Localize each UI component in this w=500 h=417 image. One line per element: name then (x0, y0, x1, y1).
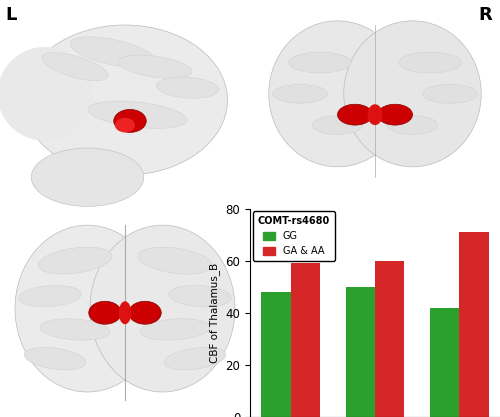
Text: L: L (5, 6, 16, 24)
Ellipse shape (156, 77, 218, 98)
Ellipse shape (289, 52, 351, 73)
Ellipse shape (388, 116, 438, 135)
Text: R: R (479, 6, 492, 24)
Bar (291, 263, 320, 417)
Ellipse shape (24, 347, 86, 370)
Ellipse shape (19, 286, 81, 306)
Ellipse shape (114, 110, 146, 133)
Bar (459, 232, 488, 417)
Ellipse shape (138, 247, 212, 274)
Ellipse shape (89, 301, 121, 324)
Ellipse shape (272, 84, 328, 103)
Legend: GG, GA & AA: GG, GA & AA (253, 211, 335, 261)
Ellipse shape (169, 286, 231, 306)
Ellipse shape (70, 37, 155, 68)
Ellipse shape (42, 53, 108, 81)
Ellipse shape (368, 104, 382, 125)
Ellipse shape (31, 148, 144, 206)
Y-axis label: CBF of Thalamus_B: CBF of Thalamus_B (209, 263, 220, 363)
Ellipse shape (312, 116, 362, 135)
Ellipse shape (119, 301, 131, 324)
Ellipse shape (338, 104, 372, 125)
Ellipse shape (90, 225, 235, 392)
Ellipse shape (269, 21, 406, 167)
Bar (375, 261, 404, 417)
Ellipse shape (140, 319, 210, 340)
Ellipse shape (344, 21, 481, 167)
Ellipse shape (88, 101, 187, 128)
Ellipse shape (129, 301, 161, 324)
Ellipse shape (118, 55, 192, 78)
Bar (346, 287, 375, 417)
Ellipse shape (38, 247, 112, 274)
Ellipse shape (15, 225, 160, 392)
Ellipse shape (422, 84, 478, 103)
Ellipse shape (22, 25, 228, 175)
Ellipse shape (378, 104, 412, 125)
Ellipse shape (164, 347, 226, 370)
Ellipse shape (40, 319, 110, 340)
Ellipse shape (115, 118, 135, 133)
Bar (430, 308, 459, 417)
Ellipse shape (0, 47, 92, 141)
Ellipse shape (399, 52, 461, 73)
Bar (262, 292, 291, 417)
